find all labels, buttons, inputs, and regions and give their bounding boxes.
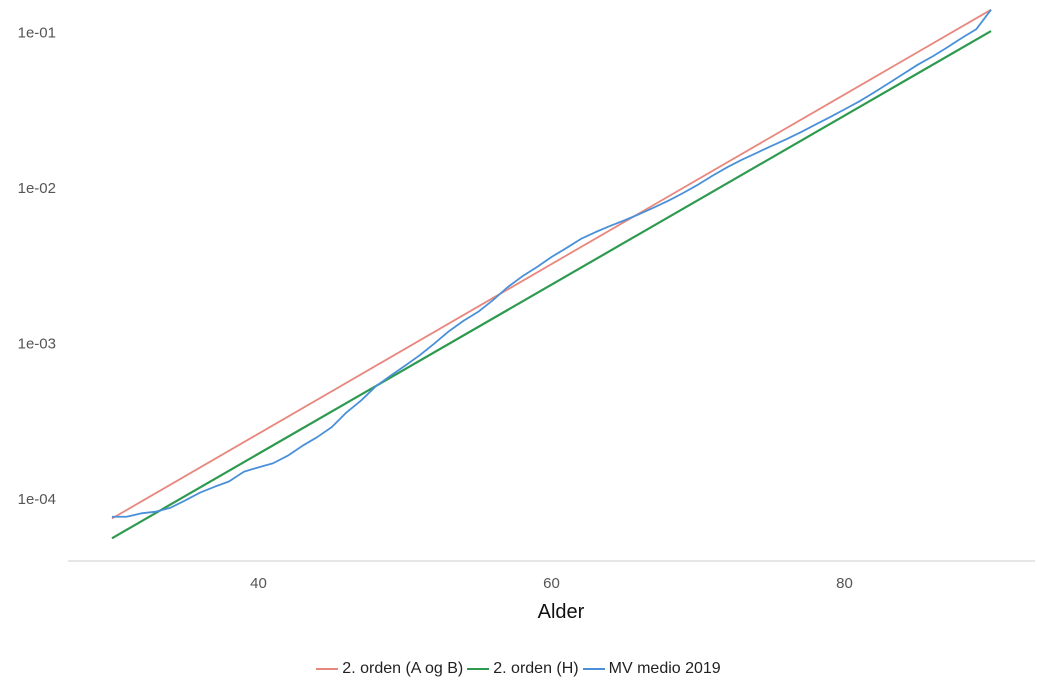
x-axis-ticks: 40 60 80 [250, 575, 853, 592]
legend-swatch [582, 668, 605, 670]
chart: 1e-04 1e-03 1e-02 1e-01 40 60 80 Alder [18, 8, 1035, 623]
x-tick-label: 40 [250, 575, 267, 592]
series-line-1 [111, 8, 992, 520]
series-line-3 [111, 9, 992, 518]
legend-item: 2. orden (A og B) [316, 660, 463, 678]
y-tick-label: 1e-03 [18, 336, 56, 353]
legend-swatch [467, 668, 490, 670]
legend-label: 2. orden (A og B) [342, 660, 464, 677]
legend-swatch [316, 668, 339, 670]
y-axis-ticks: 1e-04 1e-03 1e-02 1e-01 [18, 24, 56, 508]
legend-item: MV medio 2019 [582, 660, 721, 678]
x-tick-label: 60 [543, 575, 560, 592]
series-line-2 [111, 30, 992, 540]
y-tick-label: 1e-02 [18, 180, 56, 197]
legend-label: 2. orden (H) [493, 660, 579, 677]
y-tick-label: 1e-04 [18, 491, 56, 508]
legend-item: 2. orden (H) [467, 660, 579, 678]
legend-label: MV medio 2019 [608, 660, 721, 677]
legend: 2. orden (A og B) 2. orden (H) MV medio 20… [0, 660, 1037, 678]
series-layer [111, 8, 992, 540]
x-tick-label: 80 [836, 575, 853, 592]
y-tick-label: 1e-01 [18, 24, 56, 41]
x-axis-title: Alder [538, 601, 585, 623]
